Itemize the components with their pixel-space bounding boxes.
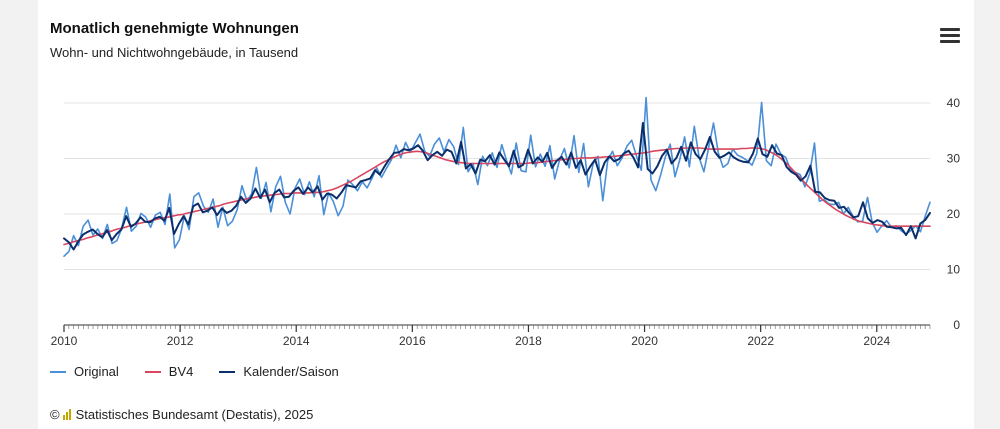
y-tick-label-10: 10 [947, 263, 961, 277]
x-tick-label-2012: 2012 [167, 334, 194, 348]
source-text: Statistisches Bundesamt (Destatis), 2025 [75, 407, 314, 422]
x-tick-label-2022: 2022 [747, 334, 774, 348]
series-line-saison [63, 122, 931, 251]
x-tick-label-2024: 2024 [863, 334, 890, 348]
legend-swatch-saison [219, 370, 236, 373]
legend-item-saison[interactable]: Kalender/Saison [219, 364, 339, 379]
legend-item-bv4[interactable]: BV4 [144, 364, 194, 379]
chart-legend: Original BV4 Kalender/Saison [50, 364, 339, 379]
chart-title: Monatlich genehmigte Wohnungen [50, 20, 299, 37]
y-tick-label-40: 40 [947, 96, 961, 110]
legend-label-saison: Kalender/Saison [243, 364, 339, 379]
legend-label-bv4: BV4 [168, 364, 194, 379]
copyright-symbol: © [50, 407, 60, 422]
series-line-original [63, 96, 931, 258]
x-tick-label-2014: 2014 [283, 334, 310, 348]
destatis-logo-icon [62, 409, 71, 420]
legend-item-original[interactable]: Original [50, 364, 119, 379]
legend-label-original: Original [74, 364, 119, 379]
source-credit: © Statistisches Bundesamt (Destatis), 20… [50, 407, 313, 422]
x-tick-label-2010: 2010 [51, 334, 78, 348]
y-tick-label-0: 0 [953, 318, 960, 332]
legend-swatch-original [50, 370, 66, 373]
line-chart: 0 10 20 30 40 2010 2012 2014 2016 2018 2020 2022 202… [51, 96, 961, 348]
legend-swatch-bv4 [144, 370, 161, 373]
chart-subtitle: Wohn- und Nichtwohngebäude, in Tausend [50, 45, 299, 60]
x-tick-label-2018: 2018 [515, 334, 542, 348]
y-tick-label-30: 30 [947, 152, 961, 166]
chart-card: Monatlich genehmigte Wohnungen Wohn- und… [38, 0, 974, 429]
hamburger-menu-icon[interactable] [940, 28, 960, 44]
x-tick-label-2016: 2016 [399, 334, 426, 348]
y-tick-label-20: 20 [947, 207, 961, 221]
x-tick-label-2020: 2020 [631, 334, 658, 348]
